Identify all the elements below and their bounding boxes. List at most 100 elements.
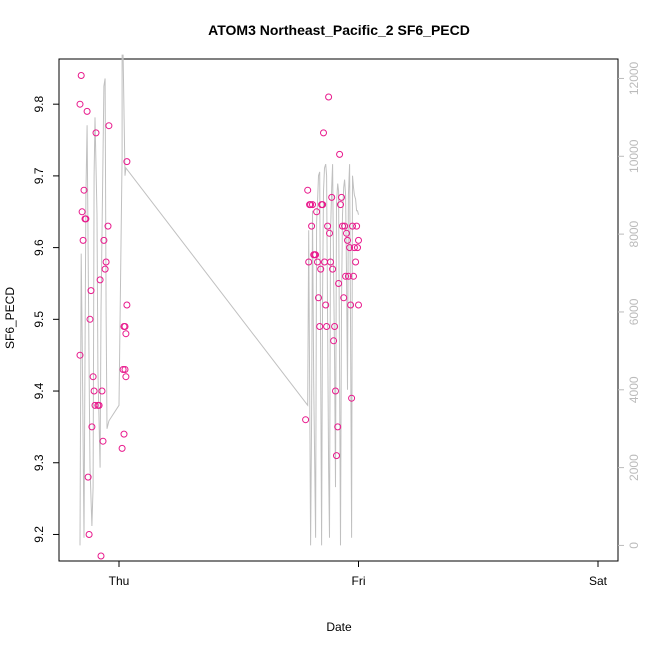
data-point	[105, 122, 113, 130]
data-point	[99, 437, 107, 445]
data-point	[307, 201, 315, 209]
y-tick-label: 9.2	[32, 526, 46, 543]
x-axis-label: Date	[326, 620, 352, 634]
data-point	[331, 323, 339, 330]
data-point	[80, 186, 88, 194]
data-point	[337, 201, 344, 209]
data-point	[317, 265, 325, 273]
data-point	[305, 258, 313, 266]
data-point	[342, 272, 350, 280]
data-point	[100, 236, 108, 244]
x-tick-label: Thu	[109, 574, 130, 588]
y2-tick-label: 12000	[627, 61, 641, 95]
data-point	[101, 265, 109, 273]
data-point	[97, 552, 105, 560]
data-point	[336, 150, 344, 158]
x-tick-label: Fri	[352, 574, 366, 588]
data-point	[333, 452, 340, 460]
data-point	[118, 444, 126, 452]
chart-title: ATOM3 Northeast_Pacific_2 SF6_PECD	[208, 22, 470, 38]
data-point	[348, 394, 356, 402]
data-point	[325, 93, 333, 101]
data-point	[86, 315, 94, 323]
y-tick-label: 9.4	[32, 382, 46, 399]
y2-tick-label: 4000	[627, 376, 641, 403]
data-point	[123, 301, 131, 309]
data-point	[76, 351, 84, 359]
data-point	[87, 287, 95, 295]
data-point	[309, 201, 316, 209]
data-point	[122, 373, 130, 381]
data-point	[344, 272, 352, 280]
data-point	[82, 215, 90, 223]
series-line	[79, 54, 359, 546]
y2-tick-label: 6000	[627, 298, 641, 325]
data-point	[328, 193, 336, 201]
data-point	[343, 229, 350, 237]
data-point	[354, 244, 361, 252]
plot-border	[58, 58, 619, 562]
data-point	[338, 193, 345, 201]
data-point	[355, 301, 362, 309]
data-point	[78, 208, 86, 216]
data-point	[85, 531, 93, 538]
y-tick-label: 9.5	[32, 311, 46, 328]
data-point	[350, 272, 357, 280]
data-point	[121, 323, 129, 330]
data-point	[314, 258, 321, 266]
y2-axis: 0 2000 4000 6000 8000 10000 12000	[618, 61, 641, 549]
data-point	[315, 294, 322, 302]
data-point	[98, 387, 106, 395]
data-point	[316, 323, 324, 330]
y-tick-label: 9.7	[32, 167, 46, 184]
data-point	[90, 387, 98, 395]
data-point	[329, 265, 337, 273]
y2-tick-label: 0	[627, 542, 641, 549]
data-point	[313, 208, 321, 216]
series-points-layer	[76, 72, 362, 560]
y-axis-label: SF6_PECD	[3, 287, 17, 349]
data-point	[352, 258, 360, 266]
data-point	[330, 337, 338, 345]
series-line-layer	[79, 54, 359, 546]
data-point	[326, 229, 333, 237]
y-axis: 9.2 9.3 9.4 9.5 9.6 9.7 9.8	[32, 96, 59, 543]
data-point	[320, 129, 327, 137]
data-point	[88, 423, 96, 431]
data-point	[92, 129, 100, 137]
data-point	[123, 158, 131, 166]
data-point	[83, 107, 91, 115]
data-point	[119, 366, 127, 373]
data-point	[340, 294, 348, 302]
data-point	[335, 280, 343, 287]
data-point	[122, 330, 130, 338]
data-point	[350, 244, 358, 252]
y2-tick-label: 10000	[627, 139, 641, 173]
y2-tick-label: 2000	[627, 454, 641, 481]
data-point	[84, 473, 92, 481]
data-point	[120, 430, 128, 438]
data-point	[332, 387, 339, 395]
data-point	[349, 222, 356, 230]
y-tick-label: 9.3	[32, 454, 46, 471]
data-point	[355, 236, 362, 244]
data-point	[302, 416, 310, 424]
data-point	[308, 222, 316, 230]
data-point	[339, 222, 346, 230]
data-point	[79, 236, 87, 244]
data-point	[91, 401, 99, 409]
x-tick-label: Sat	[589, 574, 608, 588]
data-point	[341, 222, 349, 230]
data-point	[323, 323, 331, 330]
data-point	[344, 236, 351, 244]
data-point	[121, 366, 129, 373]
data-point	[334, 423, 342, 431]
data-point	[104, 222, 112, 230]
x-axis: Thu Fri Sat	[109, 561, 608, 588]
data-point	[304, 186, 312, 194]
data-point	[77, 72, 85, 79]
data-point	[76, 100, 84, 108]
data-point	[102, 258, 110, 266]
y-tick-label: 9.6	[32, 239, 46, 256]
